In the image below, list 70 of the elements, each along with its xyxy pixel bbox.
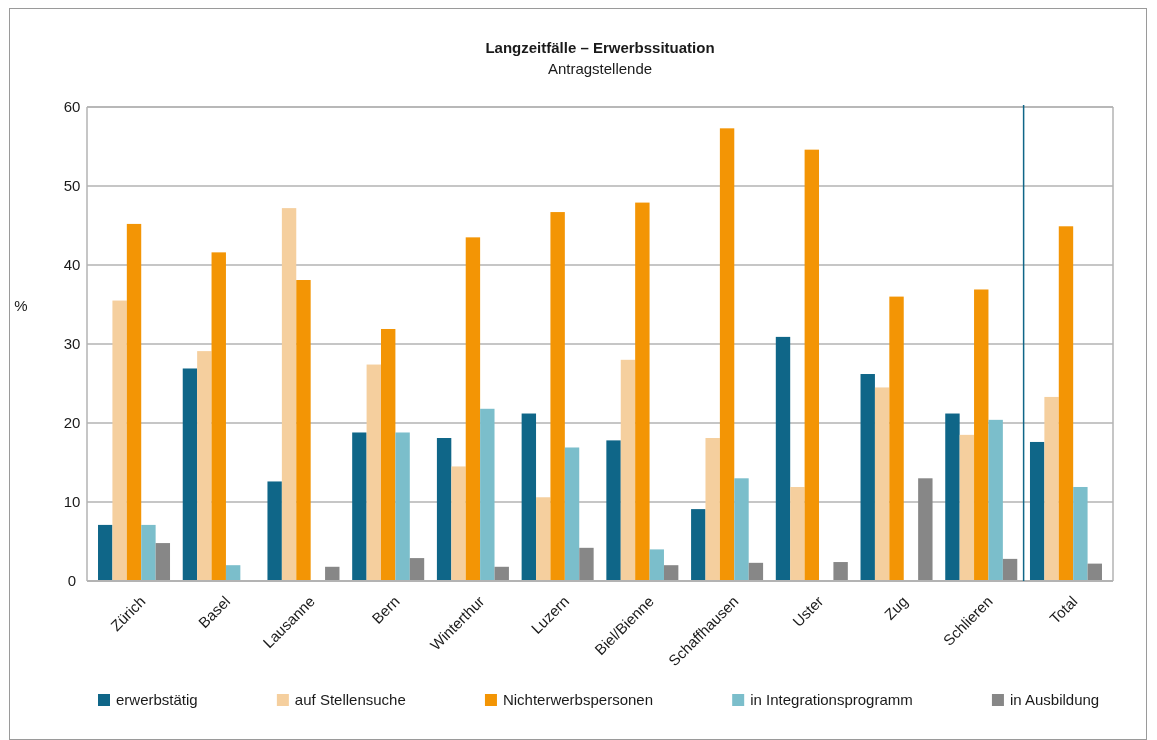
bar <box>465 237 481 581</box>
legend-label: erwerbstätig <box>116 691 198 708</box>
y-axis-title: % <box>14 297 28 315</box>
y-tick-label: 20 <box>63 414 81 432</box>
bar <box>790 486 805 581</box>
bar <box>409 558 425 581</box>
bar <box>112 300 127 581</box>
x-tick-label: Zug <box>880 592 912 623</box>
bar <box>197 351 212 581</box>
bar <box>550 212 565 581</box>
bar <box>804 149 820 581</box>
bar <box>155 543 171 581</box>
bar <box>225 565 241 581</box>
bar <box>281 208 297 581</box>
chart-subtitle: Antragstellende <box>547 60 653 77</box>
bar <box>719 128 735 581</box>
bar <box>182 368 198 581</box>
bar <box>98 524 113 581</box>
y-tick-label: 0 <box>67 572 77 590</box>
legend-label: auf Stellensuche <box>294 691 406 708</box>
y-tick-label: 30 <box>63 335 81 353</box>
bar <box>211 252 226 581</box>
bar <box>1044 396 1059 581</box>
bar <box>988 419 1003 581</box>
bar <box>734 478 749 581</box>
bar <box>748 562 764 581</box>
bar <box>579 547 594 581</box>
bar <box>860 374 875 581</box>
bar <box>1058 226 1074 581</box>
bar <box>620 359 636 581</box>
bar <box>536 497 551 581</box>
bar <box>296 280 311 581</box>
legend-label: in Ausbildung <box>1009 691 1100 708</box>
y-tick-label: 50 <box>63 177 81 195</box>
bar <box>1002 558 1018 581</box>
bar <box>352 432 367 581</box>
bar <box>918 478 933 581</box>
bar <box>974 289 989 581</box>
bar <box>649 549 664 581</box>
bar <box>889 296 904 581</box>
y-tick-label: 10 <box>63 493 81 511</box>
bar <box>436 438 452 581</box>
bar <box>1087 563 1102 581</box>
y-tick-label: 40 <box>63 256 81 274</box>
bar <box>833 562 848 581</box>
bar <box>451 466 466 581</box>
bar <box>1029 441 1045 581</box>
legend-label: Nichterwerbspersonen <box>502 691 654 708</box>
bar <box>663 565 679 581</box>
bar <box>959 434 975 581</box>
bar <box>606 440 621 581</box>
bar <box>521 413 537 581</box>
legend-label: in Integrationsprogramm <box>750 691 913 708</box>
bar <box>705 438 720 581</box>
bar <box>366 364 381 581</box>
chart-title: Langzeitfälle – Erwerbssituation <box>485 39 715 56</box>
bar <box>395 432 410 581</box>
bar <box>945 413 960 581</box>
bar <box>126 223 142 581</box>
bar <box>380 328 396 581</box>
bar <box>874 387 890 581</box>
bar <box>1073 486 1088 581</box>
bar <box>635 202 650 581</box>
bar <box>564 447 580 581</box>
bar <box>267 481 282 581</box>
bar <box>775 336 791 581</box>
bar <box>141 524 156 581</box>
bar <box>480 408 495 581</box>
y-tick-label: 60 <box>63 98 81 116</box>
bar <box>691 509 706 581</box>
